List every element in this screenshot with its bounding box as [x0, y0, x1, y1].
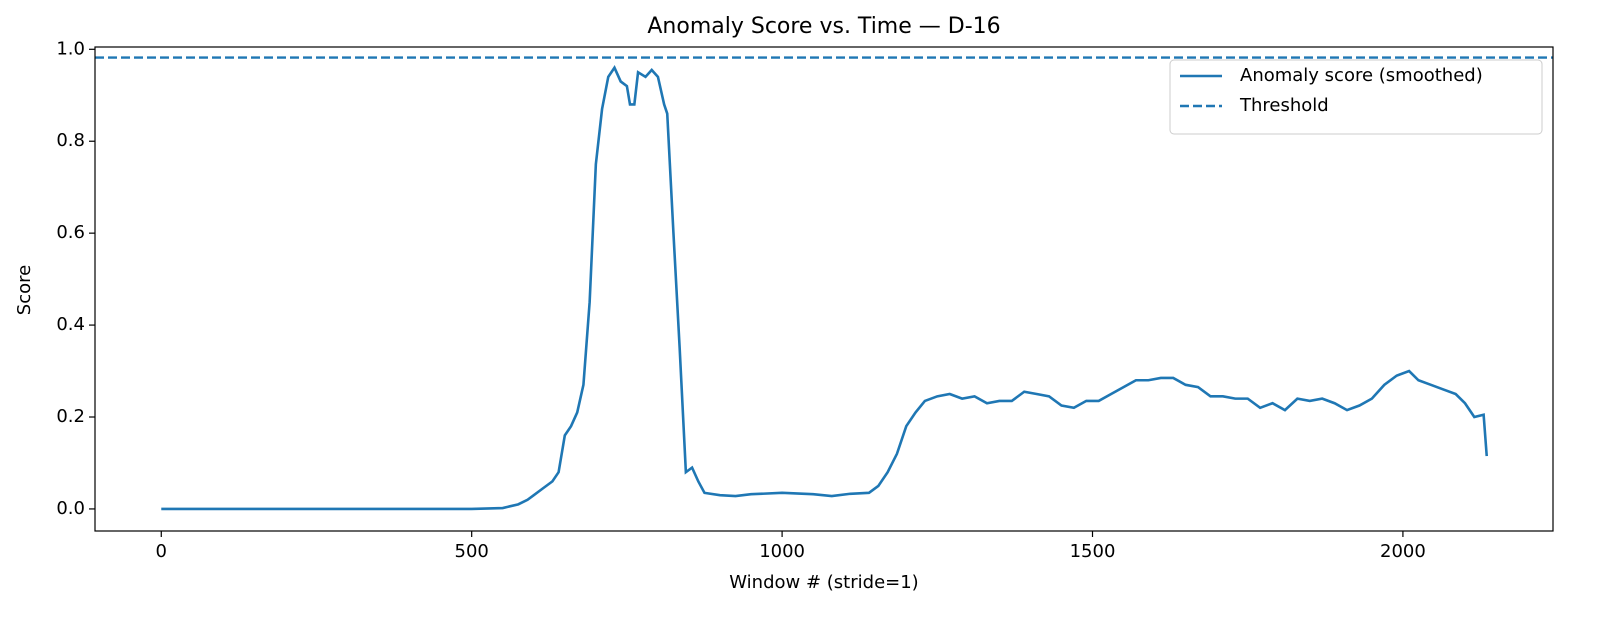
- y-axis-label: Score: [14, 265, 35, 315]
- y-tick-label: 0.2: [56, 406, 85, 427]
- y-tick-label: 0.8: [56, 130, 85, 151]
- x-tick-label: 0: [156, 541, 167, 562]
- chart-title: Anomaly Score vs. Time — D-16: [647, 14, 1000, 39]
- y-tick-label: 0.6: [56, 222, 85, 243]
- y-tick-label: 0.4: [56, 314, 85, 335]
- axes-frame: [94, 46, 1554, 532]
- x-tick-label: 500: [455, 541, 489, 562]
- x-tick-label: 2000: [1380, 541, 1426, 562]
- y-tick-label: 0.0: [56, 498, 85, 519]
- series-line: [161, 65, 1489, 511]
- x-tick-label: 1500: [1070, 541, 1116, 562]
- legend-label: Threshold: [1239, 95, 1329, 116]
- y-tick-label: 1.0: [56, 38, 85, 59]
- x-tick-label: 1000: [759, 541, 805, 562]
- x-axis-label: Window # (stride=1): [729, 572, 918, 593]
- legend-label: Anomaly score (smoothed): [1240, 65, 1483, 86]
- legend-box: [1169, 59, 1543, 135]
